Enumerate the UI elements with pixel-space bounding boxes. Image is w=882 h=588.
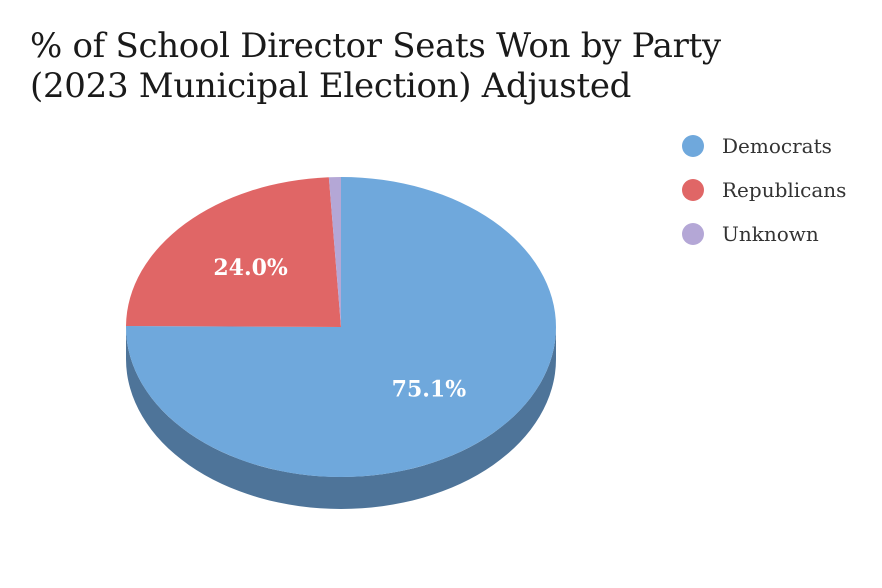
pie-slice-democrats[interactable] (125, 177, 556, 478)
legend-label-unknown: Unknown (722, 222, 819, 246)
pie-top-group (125, 177, 556, 478)
legend-label-democrats: Democrats (722, 134, 832, 158)
data-label-democrats: 75.1% (392, 377, 467, 403)
pie-slice-unknown[interactable] (328, 177, 341, 327)
data-label-republicans: 24.0% (213, 255, 288, 281)
pie-side-democrats (126, 327, 556, 509)
legend-item-democrats[interactable]: Democrats (682, 124, 846, 168)
legend-label-republicans: Republicans (722, 178, 847, 202)
legend-item-republicans[interactable]: Republicans (682, 168, 846, 212)
chart-title-line-1: % of School Director Seats Won by Party (30, 26, 721, 66)
pie-slice-republicans[interactable] (126, 177, 341, 327)
legend: Democrats Republicans Unknown (682, 124, 846, 256)
legend-item-unknown[interactable]: Unknown (682, 212, 846, 256)
chart-title-line-2: (2023 Municipal Election) Adjusted (30, 66, 632, 106)
legend-swatch-unknown (682, 223, 704, 245)
pie-side-group (126, 327, 556, 509)
legend-swatch-republicans (682, 179, 704, 201)
legend-swatch-democrats (682, 135, 704, 157)
chart-title: % of School Director Seats Won by Party … (30, 26, 721, 106)
